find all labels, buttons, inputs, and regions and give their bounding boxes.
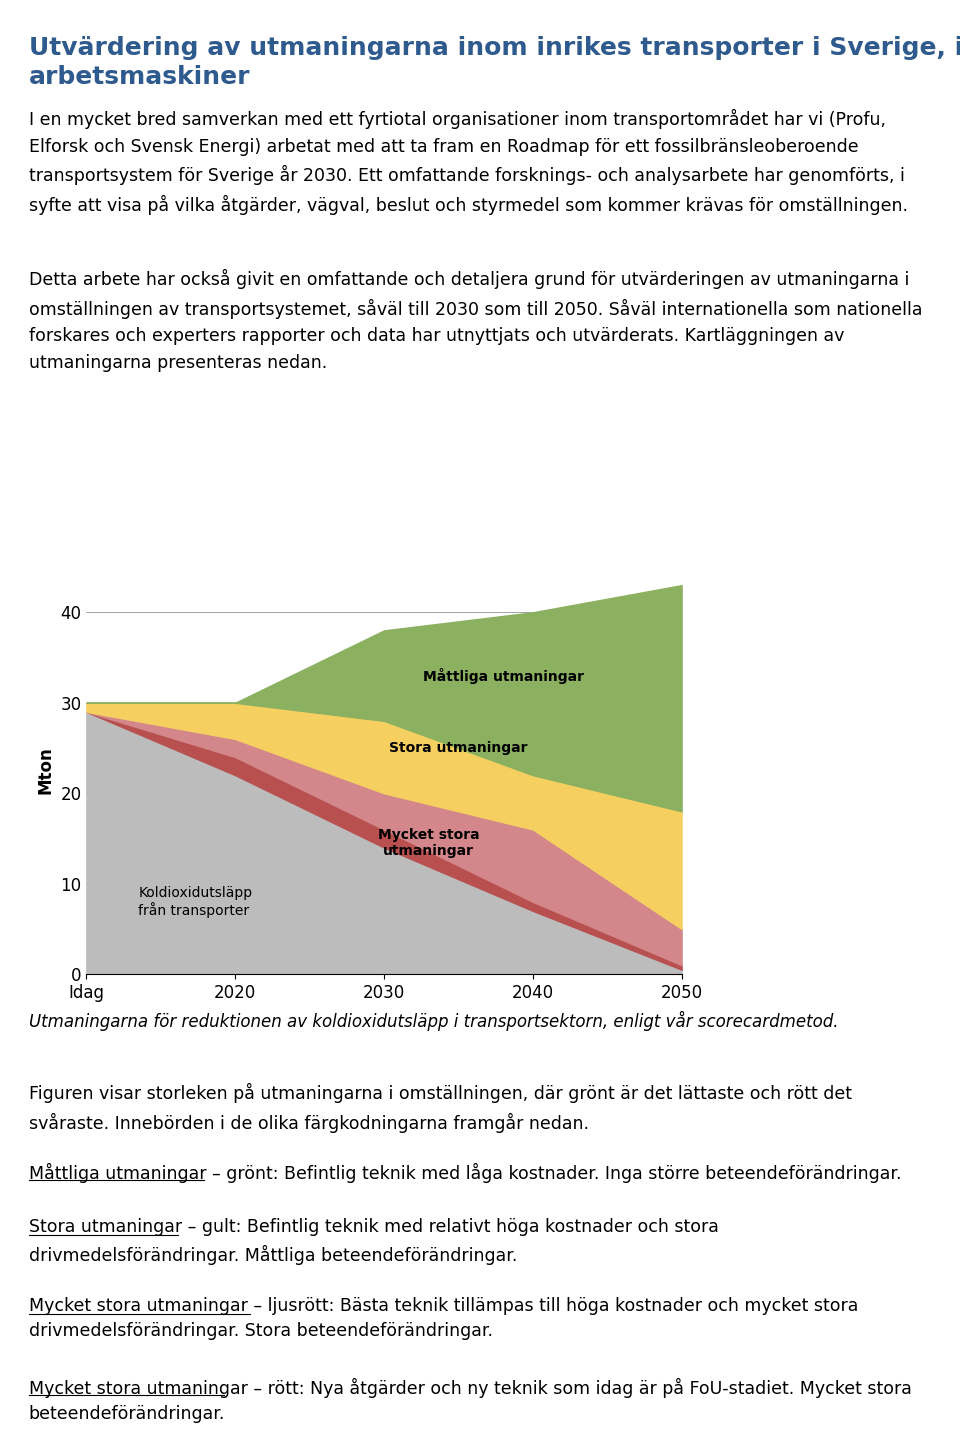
Text: Mycket stora
utmaningar: Mycket stora utmaningar: [378, 827, 479, 858]
Text: arbetsmaskiner: arbetsmaskiner: [29, 65, 251, 90]
Text: Detta arbete har också givit en omfattande och detaljera grund för utvärderingen: Detta arbete har också givit en omfattan…: [29, 269, 923, 372]
Text: Måttliga utmaningar: Måttliga utmaningar: [422, 667, 584, 683]
Text: Utmaningarna för reduktionen av koldioxidutsläpp i transportsektorn, enligt vår : Utmaningarna för reduktionen av koldioxi…: [29, 1011, 838, 1031]
Text: Utvärdering av utmaningarna inom inrikes transporter i Sverige, inkl.: Utvärdering av utmaningarna inom inrikes…: [29, 36, 960, 61]
Text: Stora utmaningar: Stora utmaningar: [389, 742, 528, 755]
Text: Mycket stora utmaningar – ljusrött: Bästa teknik tillämpas till höga kostnader o: Mycket stora utmaningar – ljusrött: Bäst…: [29, 1297, 858, 1341]
Text: Figuren visar storleken på utmaningarna i omställningen, där grönt är det lättas: Figuren visar storleken på utmaningarna …: [29, 1083, 852, 1133]
Text: Koldioxidutsläpp
från transporter: Koldioxidutsläpp från transporter: [138, 885, 252, 917]
Text: Stora utmaningar – gult: Befintlig teknik med relativt höga kostnader och stora
: Stora utmaningar – gult: Befintlig tekni…: [29, 1218, 719, 1265]
Y-axis label: Mton: Mton: [36, 747, 55, 794]
Text: I en mycket bred samverkan med ett fyrtiotal organisationer inom transportområde: I en mycket bred samverkan med ett fyrti…: [29, 109, 908, 215]
Text: Mycket stora utmaningar – rött: Nya åtgärder och ny teknik som idag är på FoU-st: Mycket stora utmaningar – rött: Nya åtgä…: [29, 1378, 912, 1423]
Text: Måttliga utmaningar – grönt: Befintlig teknik med låga kostnader. Inga större be: Måttliga utmaningar – grönt: Befintlig t…: [29, 1163, 901, 1184]
